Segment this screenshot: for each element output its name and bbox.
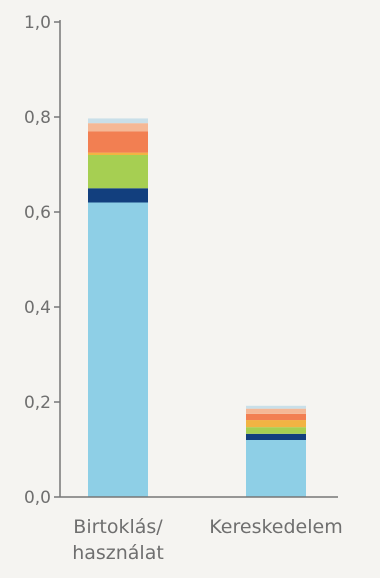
bars <box>88 118 306 497</box>
bar-segment <box>246 408 306 414</box>
bar-segment <box>246 433 306 440</box>
x-axis: Birtoklás/használat Kereskedelem <box>60 496 343 564</box>
y-tick-label: 1,0 <box>24 13 51 33</box>
bar-segment <box>88 118 148 124</box>
bar-segment <box>88 155 148 189</box>
bar-segment <box>88 188 148 203</box>
x-tick-label: Birtoklás/használat <box>72 516 164 564</box>
bar-segment <box>246 440 306 497</box>
bar-segment <box>246 405 306 409</box>
bar-segment <box>246 427 306 434</box>
bar-segment <box>246 413 306 421</box>
bar-segment <box>88 123 148 132</box>
y-tick-label: 0,0 <box>24 488 51 508</box>
y-axis: 0,0 0,2 0,4 0,6 0,8 1,0 <box>24 13 61 508</box>
bar-segment <box>88 152 148 155</box>
bar-segment <box>88 202 148 497</box>
y-tick-label: 0,4 <box>24 298 51 318</box>
y-tick-label: 0,6 <box>24 203 51 223</box>
y-tick-label: 0,8 <box>24 108 51 128</box>
y-tick-label: 0,2 <box>24 393 51 413</box>
bar-segment <box>88 131 148 153</box>
bar-segment <box>246 420 306 428</box>
x-tick-label: Kereskedelem <box>209 516 342 538</box>
